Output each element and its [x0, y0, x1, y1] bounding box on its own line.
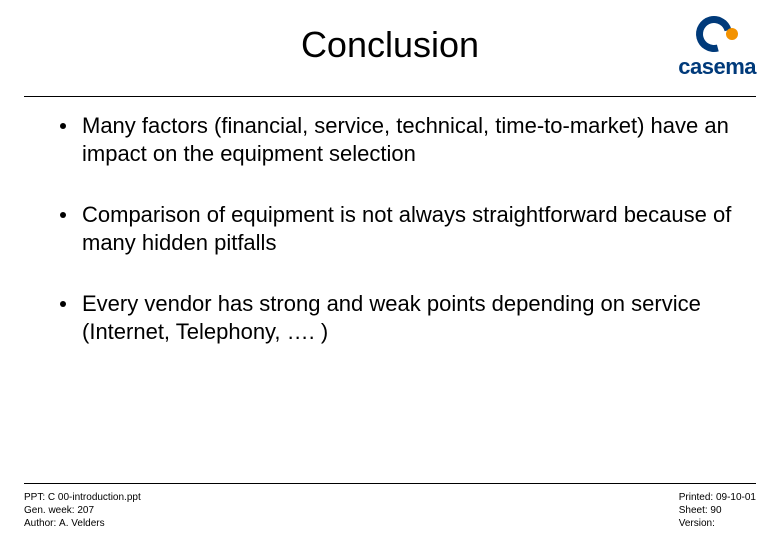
- footer-ppt-label: PPT:: [24, 491, 48, 504]
- footer: PPT: C 00-introduction.ppt Gen. week: 20…: [24, 491, 756, 530]
- footer-printed-value: 09-10-01: [716, 491, 756, 504]
- slide: Conclusion casema Many factors (financia…: [0, 0, 780, 540]
- bullet-item: Comparison of equipment is not always st…: [60, 201, 732, 256]
- header-rule: [24, 96, 756, 97]
- body: Many factors (financial, service, techni…: [60, 112, 732, 379]
- bullet-item: Many factors (financial, service, techni…: [60, 112, 732, 167]
- bullet-icon: [60, 301, 66, 307]
- footer-author-value: A. Velders: [59, 517, 105, 530]
- bullet-text: Comparison of equipment is not always st…: [82, 201, 732, 256]
- footer-gen-value: 207: [77, 504, 94, 517]
- bullet-text: Many factors (financial, service, techni…: [82, 112, 732, 167]
- footer-author-label: Author:: [24, 517, 59, 530]
- bullet-text: Every vendor has strong and weak points …: [82, 290, 732, 345]
- footer-printed-label: Printed:: [679, 491, 716, 504]
- footer-rule: [24, 483, 756, 484]
- bullet-icon: [60, 123, 66, 129]
- footer-sheet-value: 90: [710, 504, 721, 517]
- footer-right: Printed: 09-10-01 Sheet: 90 Version:: [679, 491, 756, 530]
- logo-text: casema: [678, 54, 756, 80]
- header: Conclusion casema: [0, 0, 780, 96]
- bullet-icon: [60, 212, 66, 218]
- footer-ppt-value: C 00-introduction.ppt: [48, 491, 141, 504]
- logo-mark-icon: [696, 16, 736, 52]
- footer-left: PPT: C 00-introduction.ppt Gen. week: 20…: [24, 491, 141, 530]
- bullet-item: Every vendor has strong and weak points …: [60, 290, 732, 345]
- footer-version-label: Version:: [679, 517, 715, 530]
- footer-gen-label: Gen. week:: [24, 504, 77, 517]
- footer-sheet-label: Sheet:: [679, 504, 711, 517]
- brand-logo: casema: [626, 16, 756, 84]
